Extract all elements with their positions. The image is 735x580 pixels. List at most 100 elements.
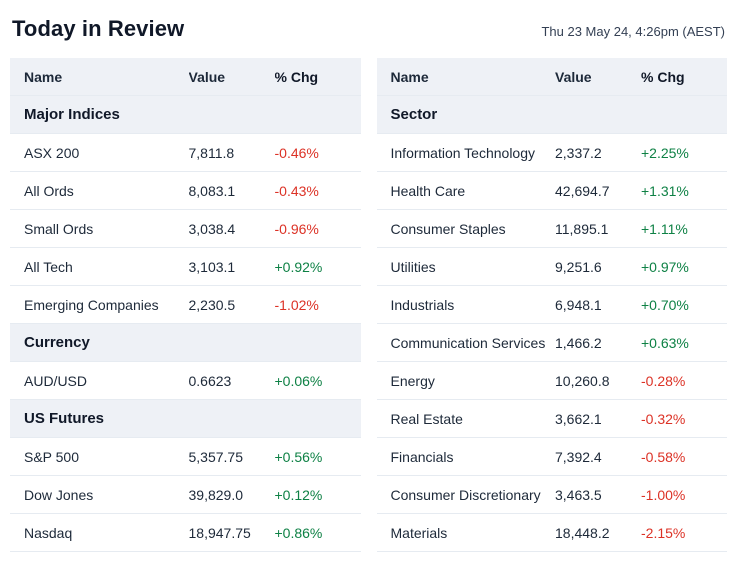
instrument-percent-change: -0.58% bbox=[641, 448, 686, 465]
instrument-value: 18,448.2 bbox=[555, 524, 610, 541]
instrument-percent-change: +0.70% bbox=[641, 296, 689, 313]
instrument-percent-change: +0.12% bbox=[274, 486, 323, 503]
table-row-industrials: Industrials 6,948.1 +0.70% bbox=[376, 286, 727, 324]
instrument-name: AUD/USD bbox=[24, 372, 88, 389]
column-header-name: Name bbox=[24, 68, 63, 85]
instrument-value: 2,230.5 bbox=[188, 296, 236, 313]
table-row-emerging-companies: Emerging Companies 2,230.5 -1.02% bbox=[10, 286, 361, 324]
section-label: Sector bbox=[390, 106, 438, 123]
instrument-value: 3,038.4 bbox=[188, 220, 236, 237]
column-header-chg: % Chg bbox=[274, 68, 319, 85]
table-row-communication-services: Communication Services 1,466.2 +0.63% bbox=[376, 324, 727, 362]
timestamp: Thu 23 May 24, 4:26pm (AEST) bbox=[541, 24, 725, 39]
instrument-value: 3,662.1 bbox=[555, 410, 602, 427]
instrument-name: Nasdaq bbox=[24, 524, 73, 541]
table-row-real-estate: Real Estate 3,662.1 -0.32% bbox=[376, 400, 727, 438]
table-row-materials: Materials 18,448.2 -2.15% bbox=[376, 514, 727, 552]
instrument-name: Consumer Discretionary bbox=[390, 486, 541, 503]
instrument-value: 10,260.8 bbox=[555, 372, 610, 389]
table-row-all-ords: All Ords 8,083.1 -0.43% bbox=[10, 172, 361, 210]
instrument-name: Utilities bbox=[390, 258, 436, 275]
instrument-name: Energy bbox=[390, 372, 435, 389]
instrument-value: 6,948.1 bbox=[555, 296, 602, 313]
instrument-percent-change: +0.56% bbox=[274, 448, 323, 465]
instrument-percent-change: -0.46% bbox=[274, 144, 319, 161]
instrument-name: Dow Jones bbox=[24, 486, 94, 503]
instrument-value: 8,083.1 bbox=[188, 182, 236, 199]
market-table-right: Name Value % Chg Sector Information Techn… bbox=[376, 58, 727, 552]
section-header-sector: Sector bbox=[376, 96, 727, 134]
table-row-health-care: Health Care 42,694.7 +1.31% bbox=[376, 172, 727, 210]
table-row-dow-jones: Dow Jones 39,829.0 +0.12% bbox=[10, 476, 361, 514]
instrument-percent-change: -0.28% bbox=[641, 372, 686, 389]
table-row-financials: Financials 7,392.4 -0.58% bbox=[376, 438, 727, 476]
table-row-nasdaq: Nasdaq 18,947.75 +0.86% bbox=[10, 514, 361, 552]
table-row-asx-200: ASX 200 7,811.8 -0.46% bbox=[10, 134, 361, 172]
instrument-name: Emerging Companies bbox=[24, 296, 159, 313]
instrument-percent-change: -1.02% bbox=[274, 296, 319, 313]
instrument-name: Materials bbox=[390, 524, 448, 541]
page-title: Today in Review bbox=[12, 16, 185, 41]
instrument-name: Information Technology bbox=[390, 144, 536, 161]
instrument-value: 2,337.2 bbox=[555, 144, 602, 161]
instrument-percent-change: +0.86% bbox=[274, 524, 323, 541]
instrument-value: 7,392.4 bbox=[555, 448, 602, 465]
column-header-chg: % Chg bbox=[641, 68, 685, 85]
instrument-name: Communication Services bbox=[390, 334, 546, 351]
column-header-value: Value bbox=[555, 68, 592, 85]
instrument-percent-change: -0.32% bbox=[641, 410, 686, 427]
instrument-percent-change: -1.00% bbox=[641, 486, 686, 503]
instrument-name: ASX 200 bbox=[24, 144, 80, 161]
table-row-s-p-500: S&P 500 5,357.75 +0.56% bbox=[10, 438, 361, 476]
column-header-value: Value bbox=[188, 68, 226, 85]
instrument-value: 9,251.6 bbox=[555, 258, 602, 275]
instrument-name: Small Ords bbox=[24, 220, 94, 237]
instrument-percent-change: +0.63% bbox=[641, 334, 689, 351]
page-header: Today in Review Thu 23 May 24, 4:26pm (A… bbox=[10, 12, 727, 58]
instrument-percent-change: +2.25% bbox=[641, 144, 689, 161]
instrument-name: Health Care bbox=[390, 182, 466, 199]
instrument-name: All Tech bbox=[24, 258, 73, 275]
table-row-all-tech: All Tech 3,103.1 +0.92% bbox=[10, 248, 361, 286]
table-row-consumer-staples: Consumer Staples 11,895.1 +1.11% bbox=[376, 210, 727, 248]
instrument-value: 18,947.75 bbox=[188, 524, 251, 541]
instrument-name: Industrials bbox=[390, 296, 455, 313]
table-row-utilities: Utilities 9,251.6 +0.97% bbox=[376, 248, 727, 286]
instrument-value: 11,895.1 bbox=[555, 220, 609, 237]
column-header-name: Name bbox=[390, 68, 429, 85]
section-header-major-indices: Major Indices bbox=[10, 96, 361, 134]
instrument-name: Real Estate bbox=[390, 410, 463, 427]
section-label: Major Indices bbox=[24, 106, 120, 123]
instrument-percent-change: +0.92% bbox=[274, 258, 323, 275]
tables-container: Name Value % Chg Major Indices ASX 200 7,8… bbox=[10, 58, 727, 552]
section-label: US Futures bbox=[24, 410, 105, 427]
table-row-small-ords: Small Ords 3,038.4 -0.96% bbox=[10, 210, 361, 248]
section-label: Currency bbox=[24, 334, 90, 351]
instrument-value: 7,811.8 bbox=[188, 144, 235, 161]
instrument-value: 5,357.75 bbox=[188, 448, 244, 465]
table-row-energy: Energy 10,260.8 -0.28% bbox=[376, 362, 727, 400]
instrument-percent-change: +1.11% bbox=[641, 220, 688, 237]
instrument-value: 42,694.7 bbox=[555, 182, 610, 199]
table-row-aud-usd: AUD/USD 0.6623 +0.06% bbox=[10, 362, 361, 400]
market-table-left: Name Value % Chg Major Indices ASX 200 7,8… bbox=[10, 58, 361, 552]
instrument-percent-change: +0.06% bbox=[274, 372, 323, 389]
instrument-name: Financials bbox=[390, 448, 454, 465]
instrument-value: 3,463.5 bbox=[555, 486, 602, 503]
instrument-name: Consumer Staples bbox=[390, 220, 506, 237]
instrument-percent-change: -0.96% bbox=[274, 220, 319, 237]
section-header-currency: Currency bbox=[10, 324, 361, 362]
instrument-percent-change: +1.31% bbox=[641, 182, 689, 199]
instrument-percent-change: -0.43% bbox=[274, 182, 319, 199]
instrument-name: All Ords bbox=[24, 182, 74, 199]
table-row-information-technology: Information Technology 2,337.2 +2.25% bbox=[376, 134, 727, 172]
instrument-percent-change: +0.97% bbox=[641, 258, 689, 275]
table-row-consumer-discretionary: Consumer Discretionary 3,463.5 -1.00% bbox=[376, 476, 727, 514]
instrument-value: 39,829.0 bbox=[188, 486, 244, 503]
instrument-value: 0.6623 bbox=[188, 372, 232, 389]
column-header-row: Name Value % Chg bbox=[376, 58, 727, 96]
instrument-name: S&P 500 bbox=[24, 448, 80, 465]
instrument-value: 1,466.2 bbox=[555, 334, 602, 351]
instrument-percent-change: -2.15% bbox=[641, 524, 686, 541]
